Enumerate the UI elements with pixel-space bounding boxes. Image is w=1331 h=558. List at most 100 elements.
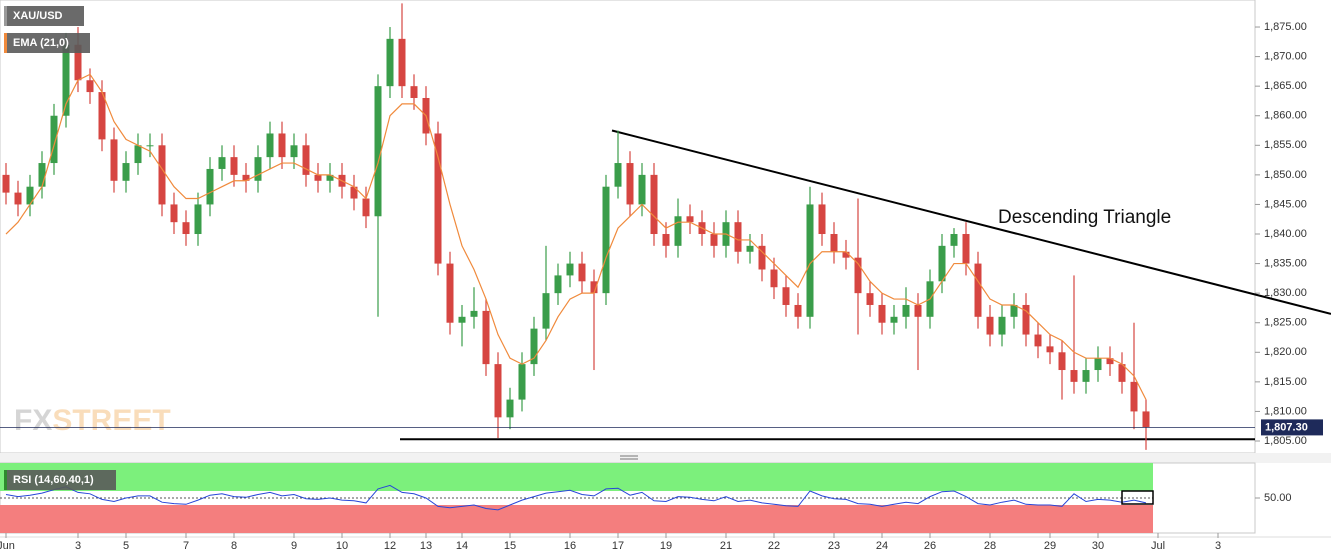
candle-body bbox=[830, 234, 838, 252]
candle-body bbox=[878, 304, 886, 323]
candle-body bbox=[602, 186, 610, 294]
candle-body bbox=[278, 133, 286, 158]
candle-body bbox=[674, 216, 682, 246]
candle-body bbox=[890, 316, 898, 323]
y-tick-label: 1,865.00 bbox=[1264, 80, 1307, 92]
candle-body bbox=[998, 316, 1006, 335]
candle-body bbox=[938, 245, 946, 282]
y-tick-label: 1,825.00 bbox=[1264, 317, 1307, 329]
legend-ema-box bbox=[4, 33, 90, 53]
x-tick-label: 26 bbox=[924, 540, 936, 552]
x-tick-label: 19 bbox=[660, 540, 672, 552]
candle-body bbox=[650, 174, 658, 235]
y-tick-label: 1,810.00 bbox=[1264, 405, 1307, 417]
candle-body bbox=[530, 328, 538, 365]
candle-body bbox=[254, 157, 262, 181]
candle-body bbox=[374, 86, 382, 217]
x-tick-label: 7 bbox=[183, 540, 189, 552]
candle-body bbox=[710, 234, 718, 246]
candle-body bbox=[194, 204, 202, 235]
candle-body bbox=[158, 145, 166, 205]
candle-body bbox=[14, 192, 22, 205]
y-tick-label: 1,860.00 bbox=[1264, 110, 1307, 122]
x-tick-label: Jul bbox=[1151, 540, 1165, 552]
trend-label: Descending Triangle bbox=[998, 207, 1171, 228]
candle-body bbox=[410, 86, 418, 98]
y-tick-label: 1,840.00 bbox=[1264, 228, 1307, 240]
candle-body bbox=[962, 234, 970, 264]
rsi-line bbox=[5, 484, 1147, 511]
x-tick-label: Jun bbox=[0, 540, 15, 552]
candle-body bbox=[2, 174, 10, 193]
candle-body bbox=[314, 174, 322, 181]
x-tick-label: 29 bbox=[1044, 540, 1056, 552]
candle-body bbox=[134, 145, 142, 164]
y-tick-label: 1,850.00 bbox=[1264, 169, 1307, 181]
candle-body bbox=[170, 204, 178, 223]
candle-body bbox=[458, 316, 466, 323]
candle-body bbox=[326, 174, 334, 181]
last-price-label: 1,807.30 bbox=[1265, 421, 1308, 433]
candle-body bbox=[866, 293, 874, 305]
candle-body bbox=[1022, 304, 1030, 335]
x-tick-label: 10 bbox=[336, 540, 348, 552]
candle-body bbox=[746, 245, 754, 252]
candle-body bbox=[818, 204, 826, 235]
rsi-overbought-zone bbox=[0, 463, 1153, 491]
candle-body bbox=[566, 263, 574, 276]
panel-divider[interactable] bbox=[0, 453, 1331, 463]
x-tick-label: 21 bbox=[720, 540, 732, 552]
x-tick-label: 17 bbox=[612, 540, 624, 552]
x-tick-label: 24 bbox=[876, 540, 888, 552]
y-tick-label: 1,835.00 bbox=[1264, 257, 1307, 269]
x-tick-label: 14 bbox=[456, 540, 468, 552]
candle-body bbox=[806, 204, 814, 317]
legend-title-box bbox=[4, 6, 84, 26]
candle-body bbox=[290, 145, 298, 158]
candle-body bbox=[914, 304, 922, 317]
x-tick-label: 22 bbox=[768, 540, 780, 552]
candle-body bbox=[146, 145, 154, 147]
candle-body bbox=[482, 310, 490, 365]
candle-body bbox=[1106, 358, 1114, 365]
candle-body bbox=[86, 80, 94, 93]
candle-body bbox=[770, 269, 778, 288]
candle-body bbox=[1082, 370, 1090, 382]
rsi-oversold-zone bbox=[0, 505, 1153, 533]
candle-body bbox=[614, 163, 622, 187]
candle-body bbox=[470, 310, 478, 317]
candle-body bbox=[794, 304, 802, 317]
y-tick-label: 1,870.00 bbox=[1264, 51, 1307, 63]
candle-body bbox=[1010, 304, 1018, 317]
y-tick-label: 1,830.00 bbox=[1264, 287, 1307, 299]
candle-body bbox=[1070, 370, 1078, 382]
candle-body bbox=[1046, 346, 1054, 353]
candle-body bbox=[578, 263, 586, 282]
candle-body bbox=[542, 293, 550, 329]
candle-body bbox=[50, 115, 58, 164]
candle-body bbox=[758, 245, 766, 270]
candle-body bbox=[398, 38, 406, 87]
x-tick-label: 3 bbox=[75, 540, 81, 552]
candle-body bbox=[266, 133, 274, 158]
watermark-part: STREET bbox=[52, 404, 170, 437]
candle-body bbox=[434, 133, 442, 264]
watermark-part: FX bbox=[14, 404, 52, 437]
candle-body bbox=[974, 263, 982, 317]
candle-body bbox=[38, 163, 46, 187]
candle-body bbox=[638, 174, 646, 205]
candle-body bbox=[98, 92, 106, 140]
candle-body bbox=[1142, 411, 1150, 428]
candle-body bbox=[218, 157, 226, 169]
y-tick-label: 1,875.00 bbox=[1264, 21, 1307, 33]
legend-ema-stripe bbox=[4, 33, 7, 53]
legend-title-stripe bbox=[4, 6, 7, 26]
candle-body bbox=[62, 44, 70, 116]
candle-body bbox=[182, 222, 190, 235]
candle-body bbox=[74, 44, 82, 81]
x-tick-label: 5 bbox=[123, 540, 129, 552]
candle-body bbox=[1058, 352, 1066, 371]
candle-body bbox=[854, 257, 862, 294]
candle-body bbox=[986, 316, 994, 335]
